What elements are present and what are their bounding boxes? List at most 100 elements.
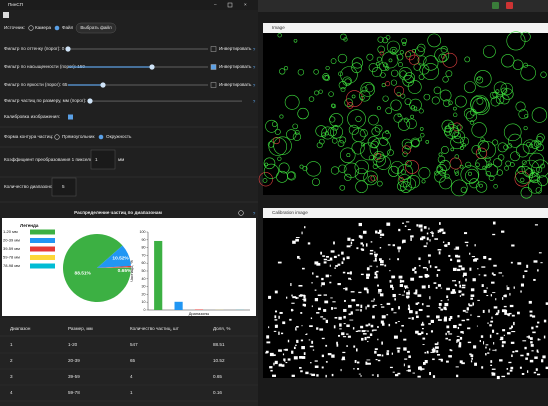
particle xyxy=(287,358,291,361)
particle-contour xyxy=(277,33,282,38)
particle xyxy=(489,334,492,338)
particle xyxy=(504,311,507,315)
particle-contour xyxy=(376,155,391,170)
particle xyxy=(398,306,400,310)
particle xyxy=(432,349,436,353)
particle xyxy=(392,286,394,290)
particle-contour xyxy=(475,147,488,159)
coefficient-input[interactable] xyxy=(90,149,116,170)
help[interactable]: ? xyxy=(253,65,256,70)
particle xyxy=(358,222,362,227)
menu-icon[interactable] xyxy=(3,12,9,18)
particle xyxy=(437,341,439,345)
particle xyxy=(302,303,306,307)
particle-contour xyxy=(399,176,404,182)
ext-icon[interactable] xyxy=(506,2,513,9)
help[interactable]: ? xyxy=(253,99,256,104)
particle xyxy=(317,294,322,296)
coefficient-value[interactable]: 1 xyxy=(95,157,98,162)
particle xyxy=(501,344,504,348)
particle xyxy=(389,270,391,272)
ranges-input[interactable] xyxy=(51,177,77,197)
radio-label[interactable]: Прямоугольник xyxy=(62,134,95,139)
particle xyxy=(370,324,374,328)
particle-contour xyxy=(313,69,319,75)
particle xyxy=(446,287,450,291)
slider-thumb[interactable] xyxy=(87,98,93,104)
file-button-label[interactable]: Выбрать файл xyxy=(80,24,112,30)
particle xyxy=(500,336,504,339)
checkbox[interactable] xyxy=(210,64,217,70)
checkbox-label[interactable]: Инвертировать xyxy=(219,46,252,51)
particle xyxy=(456,339,458,343)
particle-contour xyxy=(360,142,365,147)
slider-thumb[interactable] xyxy=(65,46,71,52)
particle xyxy=(356,361,360,364)
close[interactable]: × xyxy=(244,2,247,7)
particle xyxy=(349,271,352,275)
particle xyxy=(429,265,432,268)
particle xyxy=(493,342,495,345)
particle-contour xyxy=(391,69,399,77)
particle-contour xyxy=(344,98,353,107)
slider-thumb[interactable] xyxy=(149,64,155,70)
checkbox[interactable] xyxy=(210,82,217,88)
particle xyxy=(472,278,476,282)
radio-checked[interactable] xyxy=(54,25,60,31)
radio[interactable] xyxy=(28,25,34,31)
checkbox-checked[interactable] xyxy=(68,114,73,120)
particle xyxy=(355,348,358,352)
checkbox[interactable] xyxy=(210,46,217,52)
help[interactable]: ? xyxy=(253,47,256,52)
particle xyxy=(339,323,342,327)
file-button[interactable] xyxy=(75,22,117,34)
particle xyxy=(520,283,524,287)
help[interactable]: ? xyxy=(253,83,256,88)
radio-label[interactable]: Камера xyxy=(35,25,51,30)
particle-contour xyxy=(493,81,508,95)
radio-label[interactable]: Файл xyxy=(62,24,74,30)
legend-swatch xyxy=(30,255,55,260)
particle xyxy=(534,356,538,359)
checkbox-label[interactable]: Инвертировать xyxy=(219,82,252,87)
minimize[interactable]: – xyxy=(214,2,217,7)
particle xyxy=(411,317,414,320)
particle xyxy=(301,325,303,327)
particle xyxy=(524,346,527,350)
particle xyxy=(323,309,327,312)
particle xyxy=(320,285,323,287)
particle xyxy=(429,239,431,242)
particle-contour xyxy=(390,99,402,111)
ext-icon[interactable] xyxy=(492,2,499,9)
particle xyxy=(391,307,394,311)
slider-thumb[interactable] xyxy=(100,82,106,88)
particle xyxy=(268,295,272,299)
particle xyxy=(365,324,369,327)
checkbox-label[interactable]: Инвертировать xyxy=(219,64,252,69)
particle-contour xyxy=(460,186,467,193)
particle xyxy=(458,344,462,348)
particle-contour xyxy=(339,147,356,163)
particle-contour xyxy=(413,106,418,111)
particle-contour xyxy=(383,63,388,68)
particle xyxy=(531,315,536,318)
y-tick-label: 20 xyxy=(142,292,146,296)
radio-label[interactable]: Окружность xyxy=(106,134,132,139)
particle xyxy=(426,315,430,318)
particle xyxy=(439,228,444,232)
particle xyxy=(417,375,421,378)
maximize[interactable] xyxy=(227,2,233,8)
help[interactable]: ? xyxy=(253,211,256,216)
particle xyxy=(358,235,362,238)
particle xyxy=(443,318,447,322)
ranges-value[interactable]: 5 xyxy=(62,184,65,189)
particle xyxy=(311,282,314,284)
particle-contour xyxy=(382,131,391,140)
particle xyxy=(398,293,401,295)
radio[interactable] xyxy=(54,134,60,140)
radio-checked[interactable] xyxy=(98,134,104,140)
particle xyxy=(445,337,448,340)
refresh[interactable] xyxy=(238,210,244,216)
particle-contour xyxy=(346,90,363,107)
particle-contour xyxy=(371,127,381,137)
